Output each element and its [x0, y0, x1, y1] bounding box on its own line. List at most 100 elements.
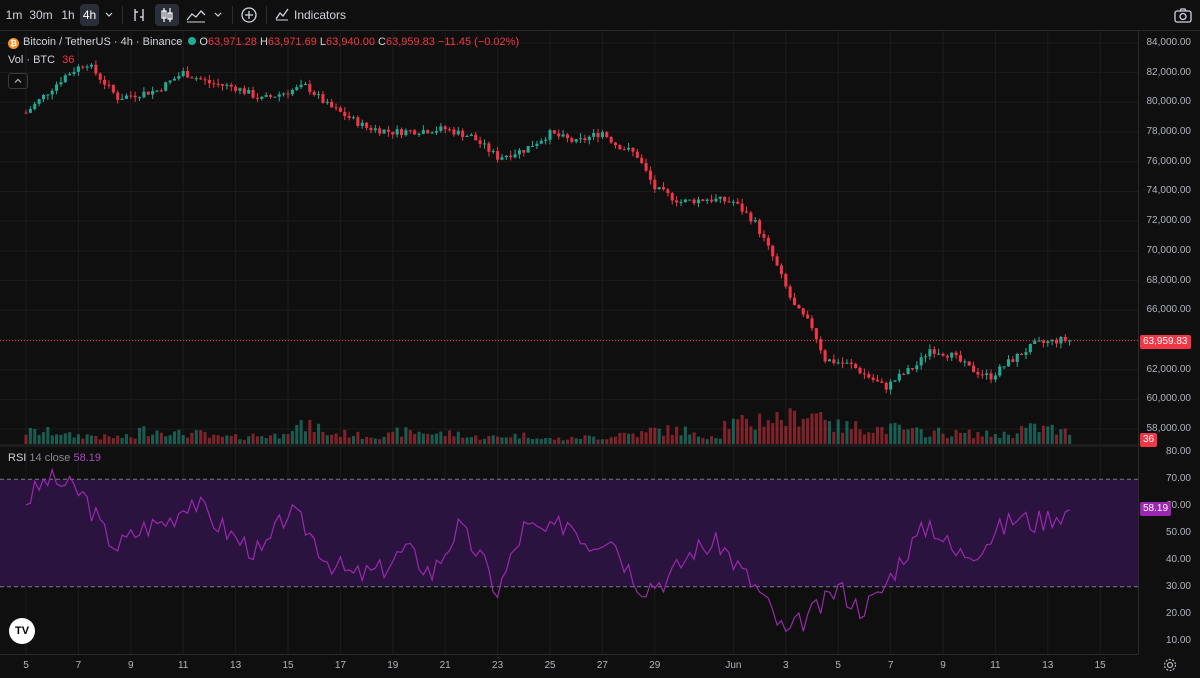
volume-bar [308, 419, 312, 444]
volume-bar [133, 438, 137, 444]
collapse-legend-chevron-up-icon[interactable] [8, 73, 28, 89]
candle-body [33, 103, 37, 110]
volume-bar [321, 431, 325, 444]
candle-body [845, 362, 849, 364]
volume-bar [260, 436, 264, 444]
candle-body [771, 245, 775, 257]
area-chart-type-icon[interactable] [184, 4, 208, 26]
candle-body [1050, 339, 1054, 342]
time-axis[interactable]: 5 7 9 11 13 15 17 19 21 23 25 27 29 Jun 3 5 7 9 11 13 15 [0, 654, 1138, 676]
candle-body [819, 339, 823, 351]
volume-bar [212, 434, 216, 444]
candle-body [561, 134, 565, 137]
rsi-band-fill [0, 479, 1138, 587]
volume-bar [692, 432, 696, 444]
candle-body [963, 361, 967, 363]
add-compare-plus-icon[interactable] [238, 4, 260, 26]
volume-bar [68, 432, 72, 444]
volume-bar [592, 436, 596, 444]
price-chart-svg[interactable] [0, 31, 1138, 444]
candle-body [85, 66, 89, 68]
interval-dropdown-chevron-icon[interactable] [101, 4, 117, 26]
candle-body [299, 84, 303, 88]
volume-bar [177, 429, 181, 444]
price-tick-label: 76,000.00 [1146, 155, 1192, 167]
candle-body [55, 84, 59, 91]
candle-body [784, 274, 788, 287]
candle-body [269, 95, 273, 97]
candle-body [517, 150, 521, 155]
volume-bar [675, 426, 679, 444]
candle-body [535, 143, 539, 146]
volume-bar [103, 434, 107, 444]
volume-bar [269, 435, 273, 444]
volume-bar [351, 436, 356, 444]
interval-1m-button[interactable]: 1m [5, 8, 23, 22]
volume-bar [841, 432, 845, 444]
volume-bar [356, 431, 360, 444]
rsi-pane[interactable] [0, 447, 1138, 654]
bar-replay-icon[interactable] [128, 4, 150, 26]
price-tick-label: 82,000.00 [1146, 66, 1192, 78]
rsi-tick-label: 40.00 [1165, 553, 1191, 565]
candle-body [434, 130, 438, 133]
volume-bar [1059, 429, 1063, 444]
volume-bar [849, 429, 853, 444]
camera-snapshot-icon[interactable] [1172, 4, 1194, 26]
volume-bar [37, 434, 41, 444]
candle-body [740, 203, 744, 212]
interval-4h-button[interactable]: 4h [80, 4, 99, 26]
interval-1h-button[interactable]: 1h [61, 8, 75, 22]
candle-body [1011, 359, 1015, 362]
price-chart-pane[interactable] [0, 31, 1138, 444]
volume-bar [404, 427, 408, 444]
volume-bar [89, 435, 94, 444]
interval-30m-button[interactable]: 30m [29, 8, 53, 22]
candles-chart-type-icon[interactable] [155, 4, 179, 26]
candle-body [260, 96, 264, 99]
volume-bar [570, 436, 574, 444]
volume-bar [819, 412, 823, 444]
volume-bar [443, 435, 447, 444]
candle-body [408, 130, 412, 132]
candle-body [469, 134, 473, 137]
settings-gear-icon[interactable] [1162, 657, 1178, 678]
candle-body [919, 357, 923, 366]
volume-bar [897, 424, 901, 444]
volume-bar [889, 423, 893, 444]
candle-body [945, 355, 949, 358]
volume-bar [945, 438, 949, 444]
candle-body [583, 138, 587, 141]
candle-body [142, 91, 146, 98]
candle-body [360, 122, 364, 126]
candle-body [906, 368, 910, 375]
symbol-title[interactable]: Bitcoin / TetherUS · 4h · Binance [23, 36, 183, 48]
volume-bar [365, 436, 369, 444]
volume-bar [373, 438, 377, 444]
candle-body [28, 109, 32, 113]
volume-bar [251, 433, 255, 444]
volume-bar [832, 431, 836, 444]
candle-body [46, 94, 50, 96]
candle-body [247, 89, 251, 94]
indicators-button[interactable]: Indicators [274, 4, 354, 26]
toolbar-divider [232, 6, 233, 24]
price-tick-label: 72,000.00 [1146, 215, 1192, 227]
rsi-tick-label: 60.00 [1165, 500, 1191, 512]
volume-bar [670, 434, 674, 444]
candle-body [814, 328, 818, 340]
candle-body [797, 305, 801, 309]
candle-body [68, 73, 72, 76]
volume-bar [295, 424, 299, 444]
rsi-legend-label[interactable]: RSI [8, 452, 27, 464]
time-tick-label: Jun [725, 660, 742, 671]
candle-body [985, 373, 989, 375]
pane-separator[interactable] [0, 444, 1138, 447]
candle-body [177, 75, 181, 79]
rsi-chart-svg[interactable] [0, 447, 1138, 654]
volume-bar [836, 419, 840, 444]
price-tick-label: 84,000.00 [1146, 36, 1192, 48]
chart-type-dropdown-chevron-icon[interactable] [210, 4, 226, 26]
tradingview-logo-icon[interactable]: TV [9, 618, 35, 644]
volume-bar [474, 435, 478, 444]
